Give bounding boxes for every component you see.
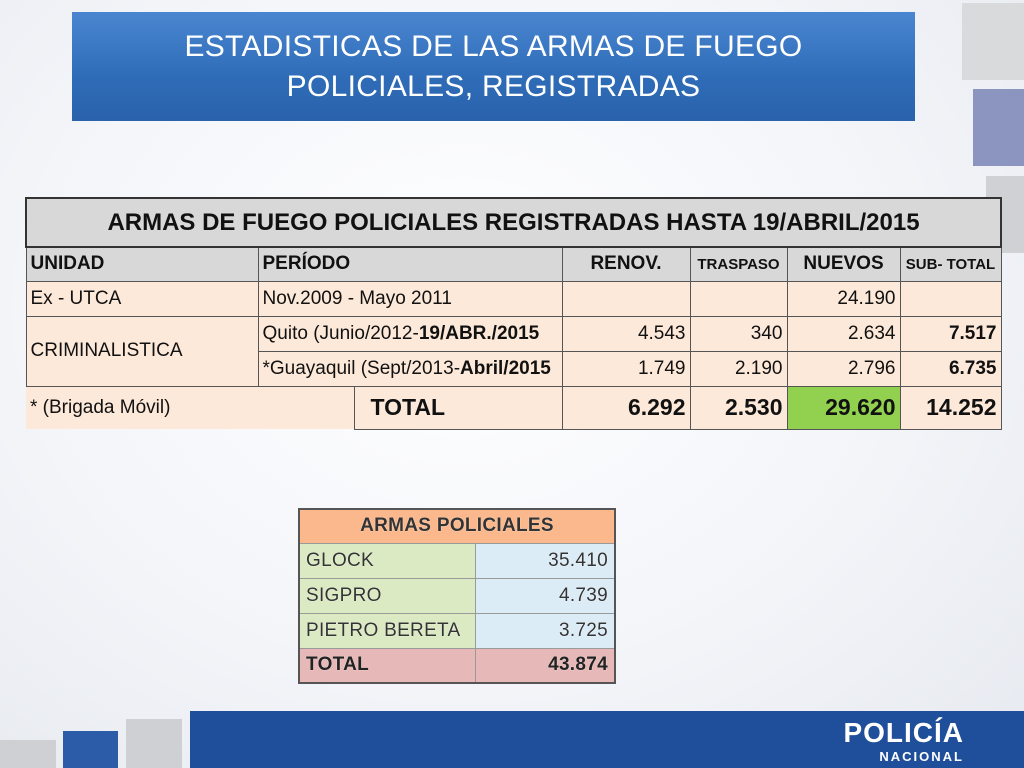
table-row: SIGPRO 4.739 [298, 577, 616, 614]
arms-by-brand-table: ARMAS POLICIALES GLOCK 35.410 SIGPRO 4.7… [298, 508, 616, 684]
total-renov: 6.292 [561, 385, 691, 430]
arms-table-heading: ARMAS POLICIALES [298, 508, 616, 544]
total-row: * (Brigada Móvil) TOTAL 6.292 2.530 29.6… [26, 385, 1002, 430]
col-periodo: PERÍODO [257, 246, 563, 282]
table-row: *Guayaquil (Sept/2013-Abril/2015 1.749 2… [26, 350, 1002, 387]
table-row: Ex - UTCA Nov.2009 - Mayo 2011 24.190 [25, 280, 1002, 317]
total-subtotal: 14.252 [899, 385, 1002, 430]
slide-title: ESTADISTICAS DE LAS ARMAS DE FUEGO POLIC… [72, 12, 915, 121]
brand-value: 35.410 [474, 542, 616, 579]
registered-arms-table: ARMAS DE FUEGO POLICIALES REGISTRADAS HA… [25, 197, 1002, 430]
cell-traspaso [689, 280, 788, 317]
col-unidad: UNIDAD [25, 246, 259, 282]
periodo-start: *Guayaquil (Sept/2013- [262, 357, 461, 379]
total-row: TOTAL 43.874 [298, 647, 616, 684]
total-nuevos: 29.620 [786, 385, 901, 430]
cell-unidad: CRIMINALISTICA [25, 315, 259, 387]
cell-periodo: Quito (Junio/2012-19/ABR./2015 [257, 315, 563, 352]
cell-traspaso: 2.190 [689, 350, 788, 387]
table-row: CRIMINALISTICA Quito (Junio/2012-19/ABR.… [25, 315, 1002, 387]
brand-value: 3.725 [474, 612, 616, 649]
decor-square-purple [973, 89, 1024, 166]
logo-nacional: NACIONAL [879, 749, 964, 764]
brand-label: PIETRO BERETA [298, 612, 476, 649]
arms-total-value: 43.874 [474, 647, 616, 684]
cell-renov: 1.749 [561, 350, 691, 387]
cell-renov [561, 280, 691, 317]
table-row: GLOCK 35.410 [298, 542, 616, 579]
col-subtotal: SUB- TOTAL [899, 246, 1002, 282]
footer-decor-blue [63, 731, 118, 768]
footnote: * (Brigada Móvil) [26, 386, 354, 429]
cell-nuevos: 2.796 [786, 350, 901, 387]
slide-title-line1: ESTADISTICAS DE LAS ARMAS DE FUEGO [184, 30, 803, 63]
cell-periodo: *Guayaquil (Sept/2013-Abril/2015 [257, 350, 563, 387]
cell-unidad: Ex - UTCA [25, 280, 259, 317]
col-traspaso: TRASPASO [689, 246, 788, 282]
cell-nuevos: 24.190 [786, 280, 901, 317]
total-traspaso: 2.530 [689, 385, 788, 430]
cell-subtotal: 6.735 [899, 350, 1002, 387]
cell-subtotal [899, 280, 1002, 317]
periodo-start: Quito (Junio/2012- [262, 322, 419, 344]
cell-renov: 4.543 [561, 315, 691, 352]
table-heading: ARMAS DE FUEGO POLICIALES REGISTRADAS HA… [25, 197, 1002, 248]
col-renov: RENOV. [561, 246, 691, 282]
brand-label: SIGPRO [298, 577, 476, 614]
footer-bar [190, 711, 1024, 768]
decor-square-gray [962, 3, 1024, 80]
cell-subtotal: 7.517 [899, 315, 1002, 352]
cell-nuevos: 2.634 [786, 315, 901, 352]
cell-traspaso: 340 [689, 315, 788, 352]
periodo-end: 19/ABR./2015 [418, 322, 540, 344]
periodo-end: Abril/2015 [460, 357, 551, 379]
logo-policia: POLICÍA [843, 717, 964, 748]
footer-decor-gray-2 [126, 719, 182, 768]
slide-title-line2: POLICIALES, REGISTRADAS [286, 70, 701, 103]
brand-value: 4.739 [474, 577, 616, 614]
footer-decor-gray [0, 740, 56, 768]
brand-label: GLOCK [298, 542, 476, 579]
cell-periodo: Nov.2009 - Mayo 2011 [257, 280, 563, 317]
total-label: TOTAL [353, 385, 563, 430]
col-nuevos: NUEVOS [786, 246, 901, 282]
table-row: PIETRO BERETA 3.725 [298, 612, 616, 649]
arms-total-label: TOTAL [298, 647, 476, 684]
